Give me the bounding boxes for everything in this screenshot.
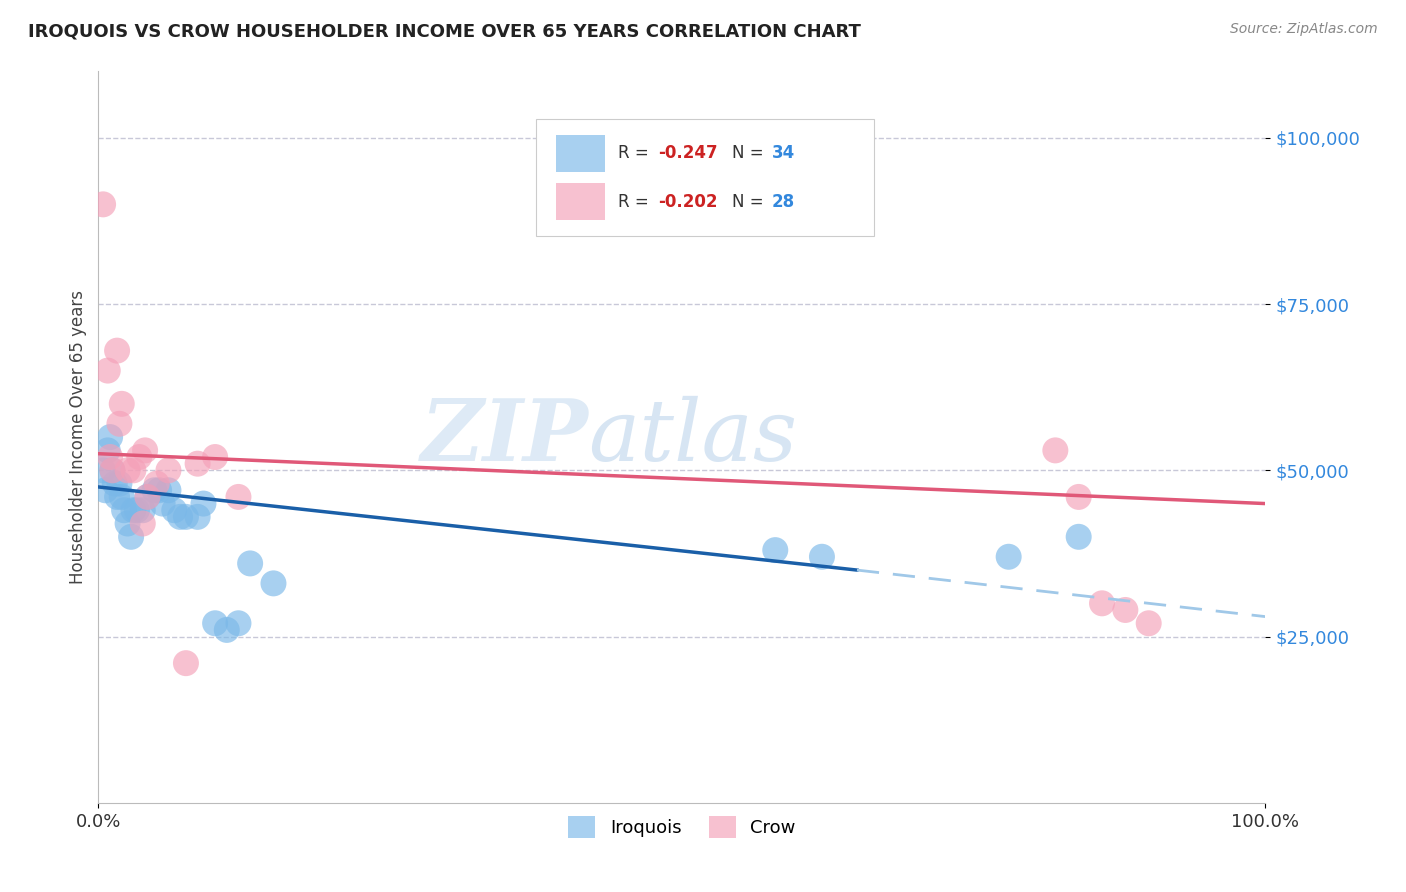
Point <box>122 503 145 517</box>
Point <box>157 483 180 498</box>
Bar <box>555 135 605 171</box>
Point <box>108 417 131 431</box>
Point <box>228 490 250 504</box>
Point <box>1045 443 1067 458</box>
Point <box>187 457 209 471</box>
Text: ZIP: ZIP <box>420 395 589 479</box>
Text: IROQUOIS VS CROW HOUSEHOLDER INCOME OVER 65 YEARS CORRELATION CHART: IROQUOIS VS CROW HOUSEHOLDER INCOME OVER… <box>28 22 860 40</box>
Point <box>1091 596 1114 610</box>
Point <box>120 530 142 544</box>
FancyBboxPatch shape <box>536 119 875 235</box>
Point <box>91 197 114 211</box>
Point <box>187 509 209 524</box>
Point <box>811 549 834 564</box>
Point <box>163 503 186 517</box>
Point <box>94 483 117 498</box>
Text: -0.247: -0.247 <box>658 145 718 162</box>
Point <box>98 430 121 444</box>
Point <box>1067 490 1090 504</box>
Text: atlas: atlas <box>589 396 797 478</box>
Point <box>239 557 262 571</box>
Point <box>105 343 128 358</box>
Point <box>193 497 215 511</box>
Point <box>125 503 148 517</box>
Point <box>763 543 786 558</box>
Point <box>105 490 128 504</box>
Point <box>132 516 155 531</box>
Point <box>132 503 155 517</box>
Text: R =: R = <box>617 145 654 162</box>
Point <box>204 616 226 631</box>
Point <box>204 450 226 464</box>
Y-axis label: Householder Income Over 65 years: Householder Income Over 65 years <box>69 290 87 584</box>
Point <box>136 490 159 504</box>
Text: 34: 34 <box>772 145 794 162</box>
Point <box>143 483 166 498</box>
Legend: Iroquois, Crow: Iroquois, Crow <box>561 808 803 845</box>
Point <box>111 490 134 504</box>
Point <box>152 497 174 511</box>
Text: 28: 28 <box>772 193 794 211</box>
Text: N =: N = <box>733 193 769 211</box>
Point <box>122 463 145 477</box>
Bar <box>555 183 605 219</box>
Point <box>1137 616 1160 631</box>
Point <box>134 443 156 458</box>
Point <box>117 463 139 477</box>
Text: N =: N = <box>733 145 769 162</box>
Point <box>174 509 197 524</box>
Point <box>228 616 250 631</box>
Point <box>98 450 121 464</box>
Point <box>91 463 114 477</box>
Point <box>146 476 169 491</box>
Point <box>101 463 124 477</box>
Point <box>97 363 120 377</box>
Point <box>157 463 180 477</box>
Point <box>262 576 284 591</box>
Point <box>111 397 134 411</box>
Text: R =: R = <box>617 193 654 211</box>
Text: -0.202: -0.202 <box>658 193 718 211</box>
Point <box>215 623 238 637</box>
Point <box>117 516 139 531</box>
Point <box>101 463 124 477</box>
Point <box>97 443 120 458</box>
Point <box>174 656 197 670</box>
Text: Source: ZipAtlas.com: Source: ZipAtlas.com <box>1230 22 1378 37</box>
Point <box>148 483 170 498</box>
Point <box>997 549 1019 564</box>
Point <box>112 503 135 517</box>
Point <box>104 476 127 491</box>
Point <box>1114 603 1136 617</box>
Point <box>128 450 150 464</box>
Point <box>1067 530 1090 544</box>
Point <box>136 490 159 504</box>
Point <box>108 476 131 491</box>
Point <box>169 509 191 524</box>
